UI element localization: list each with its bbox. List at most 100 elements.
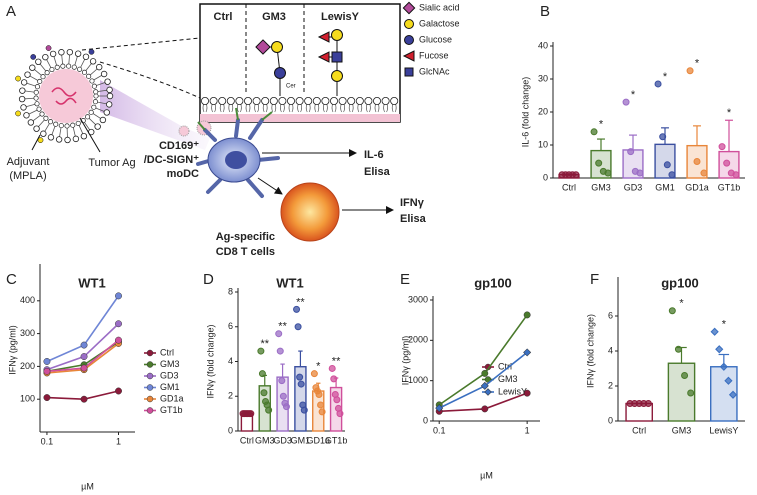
- data-point: [663, 161, 671, 169]
- significance: **: [296, 296, 305, 308]
- significance: **: [278, 321, 287, 333]
- lipid-head: [39, 111, 45, 117]
- schematic: A Ctrl GM3 LewisY Cer Sialic acid Galact…: [6, 1, 460, 258]
- data-point: [687, 389, 695, 397]
- adjuvant-label: (MPLA): [9, 170, 46, 182]
- t-cell: [280, 182, 340, 242]
- legend-symbol: [402, 50, 415, 62]
- data-point: [296, 373, 304, 381]
- lipid-head: [106, 86, 113, 94]
- lipid-head: [35, 58, 42, 66]
- y-tick-label: 300: [20, 328, 35, 338]
- tumor-antigen: [51, 87, 77, 105]
- legend-marker: [146, 384, 154, 391]
- y-tick-label: 2000: [408, 335, 428, 345]
- lipid-head: [64, 136, 71, 144]
- y-tick-label: 6: [608, 310, 613, 320]
- lipid-head: [93, 93, 99, 99]
- lipid-head: [33, 125, 40, 132]
- lipid-head: [99, 116, 107, 124]
- y-axis-label: IFNγ (fold change): [205, 324, 215, 398]
- panel-label: C: [6, 271, 17, 288]
- data-point: [435, 404, 444, 413]
- x-tick-label: GD3: [624, 182, 643, 192]
- data-point: [481, 405, 489, 413]
- data-point: [693, 158, 701, 165]
- data-point: [728, 390, 738, 399]
- data-point: [590, 128, 598, 136]
- lipid-head: [86, 73, 92, 79]
- adjuvant-label: Adjuvant: [7, 156, 50, 168]
- x-axis-label: µM: [81, 481, 94, 491]
- lipid-head: [89, 58, 97, 65]
- lipid-head: [53, 121, 59, 127]
- y-tick-label: 2: [608, 380, 613, 390]
- data-point: [668, 307, 676, 315]
- glycan: [30, 54, 37, 60]
- lane-label: Ctrl: [214, 11, 233, 23]
- readout-label: Elisa: [364, 166, 391, 178]
- lipid-head: [55, 136, 63, 143]
- data-point: [627, 148, 635, 156]
- data-point: [644, 400, 652, 407]
- data-point: [115, 336, 122, 344]
- panel-label: A: [6, 3, 16, 20]
- data-point: [715, 345, 724, 354]
- panel-label: F: [590, 271, 599, 288]
- data-point: [622, 98, 630, 106]
- data-point: [318, 408, 326, 416]
- chart-title: gp100: [661, 275, 699, 290]
- data-point: [718, 143, 726, 151]
- data-point: [293, 305, 301, 313]
- y-axis-label: IFNγ (pg/ml): [400, 336, 410, 386]
- y-tick-label: 100: [20, 394, 35, 404]
- data-point: [336, 410, 344, 418]
- lipid-head: [295, 97, 304, 106]
- lipid-head: [29, 64, 36, 71]
- legend-marker: [484, 388, 492, 396]
- data-point: [43, 394, 51, 402]
- data-point: [333, 396, 341, 404]
- lipid-head: [75, 120, 81, 126]
- legend-label: Fucose: [419, 50, 449, 60]
- lipid-head: [381, 97, 390, 106]
- lipid-head: [355, 97, 364, 106]
- y-tick-label: 4: [608, 345, 613, 355]
- x-tick-label: 0.1: [41, 436, 54, 446]
- lipid-head: [23, 112, 30, 119]
- membrane-base: [200, 114, 400, 122]
- legend-label: Ctrl: [160, 347, 174, 357]
- x-tick-label: GT1b: [718, 182, 741, 192]
- lipid-head: [312, 97, 321, 106]
- data-point: [681, 372, 689, 379]
- legend-marker: [146, 372, 154, 380]
- panel-label: E: [400, 271, 410, 288]
- y-tick-label: 400: [20, 295, 35, 305]
- lipid-head: [372, 97, 381, 106]
- data-point: [275, 330, 283, 338]
- x-tick-label: GD1a: [685, 182, 709, 192]
- y-tick-label: 20: [538, 106, 548, 116]
- data-point: [80, 353, 88, 361]
- x-tick-label: Ctrl: [632, 425, 646, 435]
- lipid-head: [20, 79, 28, 86]
- x-tick-label: Ctrl: [240, 435, 254, 445]
- legend-label: GT1b: [160, 405, 183, 415]
- lane-label: LewisY: [321, 11, 360, 23]
- lipid-head: [105, 101, 113, 108]
- data-point: [260, 389, 268, 397]
- data-point: [115, 320, 122, 328]
- lipid-head: [304, 97, 313, 106]
- y-tick-label: 3000: [408, 294, 428, 304]
- lipid-head: [218, 97, 227, 106]
- y-tick-label: 40: [538, 40, 548, 50]
- lipid-head: [321, 97, 330, 106]
- lipid-head: [54, 64, 60, 70]
- x-tick-label: 0.1: [433, 425, 446, 435]
- cell-label: moDC: [167, 168, 199, 180]
- y-tick-label: 2: [228, 391, 233, 401]
- data-point: [315, 391, 323, 399]
- data-point: [300, 406, 308, 414]
- lipid-head: [80, 132, 88, 140]
- lipid-head: [40, 74, 46, 80]
